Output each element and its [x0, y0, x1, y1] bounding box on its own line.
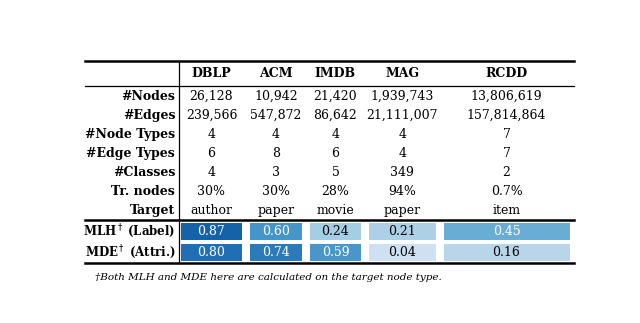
- Text: 30%: 30%: [197, 185, 225, 198]
- Text: MDE$^\dagger$ (Attri.): MDE$^\dagger$ (Attri.): [84, 244, 175, 261]
- FancyBboxPatch shape: [369, 223, 436, 240]
- Text: 0.24: 0.24: [321, 225, 349, 238]
- Text: item: item: [493, 203, 520, 217]
- Text: #Node Types: #Node Types: [85, 128, 175, 141]
- Text: ACM: ACM: [259, 67, 292, 80]
- Text: #Nodes: #Nodes: [122, 90, 175, 103]
- Text: 94%: 94%: [388, 185, 417, 198]
- Text: 8: 8: [272, 147, 280, 160]
- Text: 4: 4: [398, 147, 406, 160]
- Text: 0.16: 0.16: [493, 246, 520, 259]
- Text: 2: 2: [502, 166, 511, 179]
- Text: 0.59: 0.59: [322, 246, 349, 259]
- Text: 7: 7: [502, 147, 511, 160]
- Text: #Edge Types: #Edge Types: [86, 147, 175, 160]
- Text: MLH$^\dagger$ (Label): MLH$^\dagger$ (Label): [83, 223, 175, 240]
- FancyBboxPatch shape: [250, 223, 301, 240]
- Text: 0.7%: 0.7%: [491, 185, 522, 198]
- Text: movie: movie: [317, 203, 355, 217]
- Text: 0.04: 0.04: [388, 246, 417, 259]
- FancyBboxPatch shape: [250, 244, 301, 261]
- Text: †Both MLH and MDE here are calculated on the target node type.: †Both MLH and MDE here are calculated on…: [95, 273, 442, 282]
- FancyBboxPatch shape: [180, 223, 242, 240]
- Text: IMDB: IMDB: [315, 67, 356, 80]
- Text: 21,420: 21,420: [314, 90, 357, 103]
- Text: 5: 5: [332, 166, 339, 179]
- Text: 21,111,007: 21,111,007: [367, 109, 438, 122]
- Text: 0.87: 0.87: [198, 225, 225, 238]
- Text: 28%: 28%: [321, 185, 349, 198]
- Text: 6: 6: [207, 147, 216, 160]
- Text: Tr. nodes: Tr. nodes: [111, 185, 175, 198]
- Text: 547,872: 547,872: [250, 109, 301, 122]
- FancyBboxPatch shape: [310, 223, 361, 240]
- Text: 26,128: 26,128: [189, 90, 233, 103]
- Text: 349: 349: [390, 166, 414, 179]
- Text: 4: 4: [272, 128, 280, 141]
- FancyBboxPatch shape: [444, 223, 570, 240]
- Text: #Classes: #Classes: [113, 166, 175, 179]
- Text: 0.45: 0.45: [493, 225, 520, 238]
- Text: 0.80: 0.80: [198, 246, 225, 259]
- Text: 4: 4: [398, 128, 406, 141]
- Text: 0.74: 0.74: [262, 246, 290, 259]
- Text: 0.21: 0.21: [388, 225, 416, 238]
- Text: Target: Target: [130, 203, 175, 217]
- Text: 157,814,864: 157,814,864: [467, 109, 547, 122]
- Text: 30%: 30%: [262, 185, 290, 198]
- FancyBboxPatch shape: [180, 244, 242, 261]
- Text: paper: paper: [257, 203, 294, 217]
- Text: author: author: [191, 203, 232, 217]
- Text: 4: 4: [207, 128, 216, 141]
- Text: 6: 6: [332, 147, 339, 160]
- FancyBboxPatch shape: [310, 244, 361, 261]
- Text: 239,566: 239,566: [186, 109, 237, 122]
- Text: 1,939,743: 1,939,743: [371, 90, 434, 103]
- Text: #Edges: #Edges: [123, 109, 175, 122]
- Text: 10,942: 10,942: [254, 90, 298, 103]
- Text: 0.60: 0.60: [262, 225, 290, 238]
- Text: 86,642: 86,642: [314, 109, 357, 122]
- Text: RCDD: RCDD: [486, 67, 527, 80]
- FancyBboxPatch shape: [444, 244, 570, 261]
- FancyBboxPatch shape: [369, 244, 436, 261]
- Text: DBLP: DBLP: [191, 67, 231, 80]
- Text: 3: 3: [272, 166, 280, 179]
- Text: 13,806,619: 13,806,619: [471, 90, 542, 103]
- Text: paper: paper: [384, 203, 421, 217]
- Text: 4: 4: [332, 128, 339, 141]
- Text: 4: 4: [207, 166, 216, 179]
- Text: MAG: MAG: [385, 67, 419, 80]
- Text: 7: 7: [502, 128, 511, 141]
